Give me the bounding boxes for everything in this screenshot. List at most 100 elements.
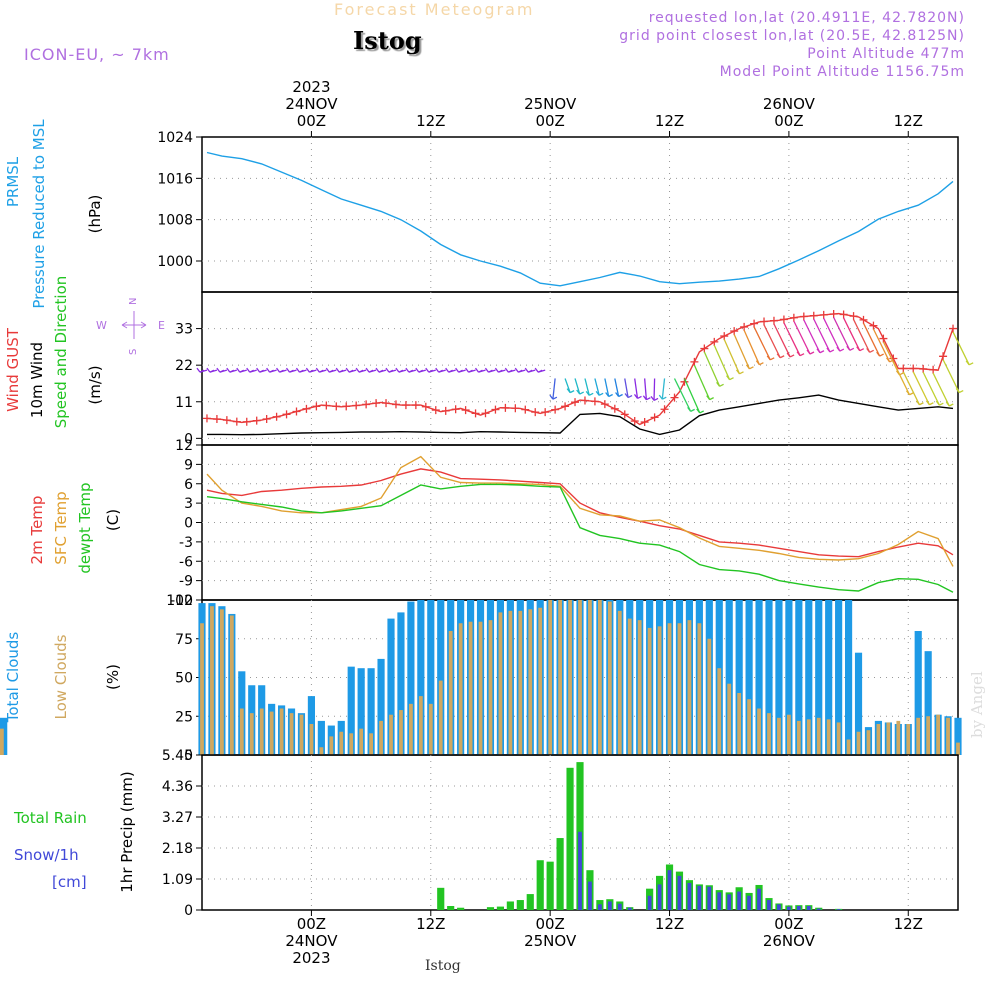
time-label-line: 12Z — [416, 112, 446, 130]
bar-snow — [707, 886, 712, 910]
bar-snow — [588, 881, 592, 910]
bar-low_clouds — [916, 717, 921, 755]
model-point-altitude: Model Point Altitude 1156.75m — [719, 64, 965, 80]
wind-barb — [932, 372, 950, 407]
gust-marker — [859, 315, 868, 324]
gust-marker — [720, 332, 729, 341]
wind-barb-head — [786, 352, 795, 358]
gust-marker — [382, 399, 391, 408]
wind-barb — [843, 317, 861, 351]
time-label-line: 12Z — [654, 112, 685, 130]
bottom-time-label: 00Z 26NOV — [749, 916, 829, 950]
bar-low_clouds — [637, 620, 642, 755]
y-tick-label: 5.45 — [162, 748, 193, 764]
compass-rose — [121, 311, 147, 339]
bar-low_clouds — [249, 713, 254, 755]
y-tick-label: 1008 — [157, 213, 193, 229]
bar-low_clouds — [697, 623, 702, 755]
wind-barb-head — [935, 400, 944, 406]
time-label-line: 25NOV — [524, 95, 577, 113]
bar-low_clouds — [0, 728, 4, 755]
bar-total_clouds — [805, 600, 813, 755]
gust-marker — [372, 399, 381, 408]
bar-low_clouds — [508, 610, 513, 755]
y-tick-label: 2.18 — [162, 841, 193, 857]
bar-low_clouds — [309, 724, 314, 755]
wind-barb-head — [696, 408, 705, 414]
gust-marker — [580, 396, 589, 405]
top-time-label: 12Z — [630, 113, 710, 130]
bar-low_clouds — [757, 708, 761, 755]
wind-barb-head — [465, 367, 473, 373]
wind-barb-head — [285, 367, 294, 373]
temp-label: 2m Temp — [28, 496, 46, 565]
gust-marker — [222, 416, 231, 425]
wind-barb — [743, 329, 760, 365]
bar-snow — [767, 900, 771, 910]
wind-barb — [624, 378, 629, 398]
y-tick-label: 12 — [175, 438, 193, 454]
bar-total_clouds — [785, 600, 793, 755]
bar-snow — [816, 908, 821, 910]
sfc-label: SFC Temp — [52, 491, 70, 564]
bar-low_clouds — [269, 711, 274, 755]
gust-marker — [302, 404, 311, 413]
y-tick-label: 100 — [166, 593, 193, 609]
temp-unit: (C) — [104, 509, 122, 531]
bar-total_clouds — [914, 631, 922, 755]
wind-barb-head — [806, 349, 815, 355]
wind-barb — [793, 320, 811, 355]
gust-marker — [899, 364, 908, 373]
bar-rain — [526, 894, 534, 910]
wind-barb — [803, 319, 821, 354]
bar-total_clouds — [815, 600, 823, 755]
gust-marker — [590, 397, 599, 406]
wind-barb — [763, 324, 781, 359]
bar-low_clouds — [578, 600, 582, 755]
bar-low_clouds — [548, 600, 553, 755]
wind-barb-head — [856, 346, 865, 352]
bar-low_clouds — [687, 620, 692, 755]
wind-barb — [942, 359, 960, 393]
bar-low_clouds — [299, 714, 304, 755]
time-label-line: 12Z — [893, 112, 923, 130]
wind-barb — [661, 378, 666, 400]
bottom-time-label: 12Z — [391, 916, 471, 933]
bar-low_clouds — [210, 606, 214, 755]
compass-s: S — [128, 349, 139, 355]
bar-total_clouds — [854, 652, 863, 755]
wind-barb — [892, 361, 911, 396]
gust-marker — [650, 413, 659, 422]
bar-low_clouds — [747, 699, 751, 755]
wind-barb-head — [796, 351, 805, 357]
wind-barb — [634, 378, 639, 399]
wind-barb-head — [375, 367, 384, 373]
bar-snow — [657, 884, 662, 910]
gust-marker — [481, 409, 490, 418]
gust-marker — [411, 401, 420, 410]
bar-low_clouds — [409, 703, 413, 755]
top-time-label: 12Z — [391, 113, 471, 130]
gust-marker — [949, 324, 958, 333]
panel-clouds: 0 25 50 75 100 — [0, 593, 962, 764]
bar-rain — [566, 767, 574, 910]
time-label-line: 26NOV — [762, 95, 815, 113]
gust-marker — [769, 316, 778, 325]
wind-barb-head — [624, 393, 633, 399]
series-line-pressure — [206, 151, 954, 287]
compass-w: W — [96, 319, 107, 332]
gust-marker — [531, 408, 540, 417]
time-label-line: 24NOV — [285, 932, 338, 950]
model-label: ICON-EU, ~ 7km — [24, 45, 170, 64]
bar-snow — [787, 906, 791, 910]
bar-total_clouds — [397, 612, 405, 755]
wind-barb — [574, 378, 581, 395]
gust-marker — [571, 398, 580, 407]
bar-low_clouds — [667, 623, 672, 755]
wind-barb-head — [266, 367, 274, 373]
gust-marker — [441, 406, 450, 415]
wind-barb-head — [246, 367, 255, 373]
bar-total_clouds — [844, 600, 853, 755]
bar-low_clouds — [607, 601, 612, 755]
bar-snow — [647, 895, 652, 910]
